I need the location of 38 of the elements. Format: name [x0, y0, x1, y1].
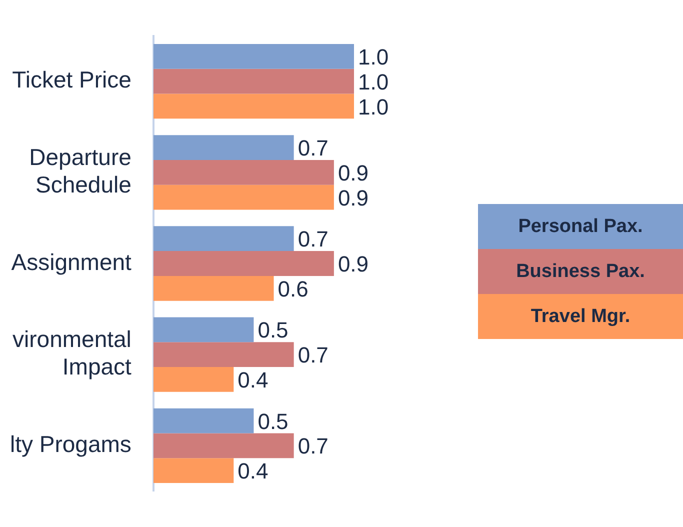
- text: Personal Pax.: [478, 204, 683, 249]
- bar: [153, 317, 254, 342]
- bar: [153, 226, 294, 252]
- y-tick-label: vironmental Impact: [12, 326, 132, 380]
- data-label: 0.4: [238, 368, 268, 393]
- bar: [153, 135, 294, 160]
- bar: [153, 251, 334, 276]
- data-label: 0.9: [338, 185, 369, 210]
- data-label: 0.6: [278, 276, 308, 302]
- data-label: 0.9: [338, 160, 369, 186]
- data-label: 0.7: [298, 342, 328, 368]
- text: Travel Mgr.: [478, 294, 683, 339]
- bar: [153, 94, 354, 119]
- data-label: 0.4: [238, 458, 268, 484]
- data-label: 0.7: [298, 226, 328, 252]
- data-label: 0.9: [338, 252, 369, 277]
- data-label: 0.5: [258, 318, 288, 343]
- bar: [153, 68, 354, 94]
- y-tick-label: Ticket Price: [12, 66, 132, 93]
- bar: [153, 458, 234, 484]
- bar: [153, 276, 274, 301]
- bar: [153, 433, 294, 458]
- bar: [153, 44, 354, 69]
- data-label: 1.0: [358, 44, 389, 70]
- y-tick-label: Departure Schedule: [29, 144, 132, 198]
- bar: [153, 367, 234, 392]
- bar: [153, 342, 294, 368]
- bar: [153, 408, 254, 434]
- data-label: 1.0: [358, 69, 389, 94]
- text: Business Pax.: [478, 249, 683, 294]
- data-label: 0.7: [298, 136, 328, 161]
- data-label: 1.0: [358, 94, 389, 120]
- y-tick-label: Assignment: [11, 248, 132, 275]
- y-tick-label: lty Progams: [10, 431, 132, 458]
- data-label: 0.7: [298, 434, 328, 459]
- bar: [153, 184, 334, 210]
- data-label: 0.5: [258, 408, 288, 434]
- bar: [153, 160, 334, 185]
